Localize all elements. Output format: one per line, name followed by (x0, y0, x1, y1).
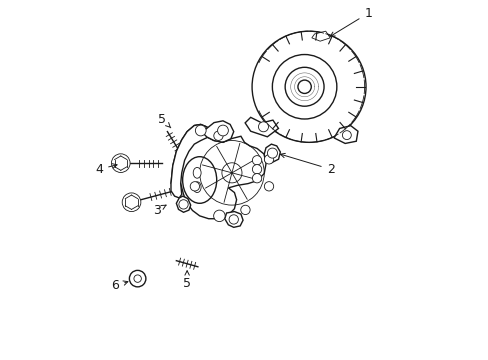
Circle shape (228, 215, 238, 224)
Text: 3: 3 (152, 204, 166, 217)
Circle shape (195, 125, 206, 136)
Ellipse shape (182, 157, 216, 203)
Circle shape (252, 165, 261, 174)
Circle shape (258, 122, 268, 132)
Circle shape (129, 270, 145, 287)
Circle shape (240, 205, 249, 215)
Polygon shape (203, 121, 233, 142)
Circle shape (190, 182, 199, 191)
Text: 2: 2 (280, 153, 334, 176)
Circle shape (213, 131, 223, 140)
Polygon shape (264, 144, 280, 163)
Circle shape (342, 131, 350, 140)
Polygon shape (171, 125, 208, 198)
Polygon shape (311, 31, 329, 41)
Polygon shape (224, 212, 243, 227)
Text: 4: 4 (95, 163, 117, 176)
Polygon shape (244, 117, 278, 137)
Circle shape (264, 182, 273, 191)
Ellipse shape (193, 167, 201, 178)
Polygon shape (176, 196, 190, 212)
Polygon shape (171, 125, 265, 219)
Circle shape (297, 80, 311, 94)
Circle shape (222, 163, 242, 183)
Text: 5: 5 (183, 271, 191, 291)
Text: 5: 5 (158, 113, 170, 128)
Circle shape (179, 200, 188, 209)
Polygon shape (333, 126, 357, 143)
Circle shape (213, 210, 224, 222)
Text: 6: 6 (111, 279, 127, 292)
Circle shape (285, 67, 324, 106)
Circle shape (252, 174, 261, 183)
Circle shape (252, 156, 261, 165)
Circle shape (134, 275, 141, 282)
Circle shape (217, 125, 228, 136)
Circle shape (264, 155, 273, 164)
Circle shape (111, 154, 130, 172)
Ellipse shape (272, 54, 336, 119)
Ellipse shape (251, 31, 366, 142)
Text: 1: 1 (329, 7, 371, 36)
Ellipse shape (193, 182, 201, 193)
Circle shape (122, 193, 141, 212)
Circle shape (267, 148, 277, 158)
